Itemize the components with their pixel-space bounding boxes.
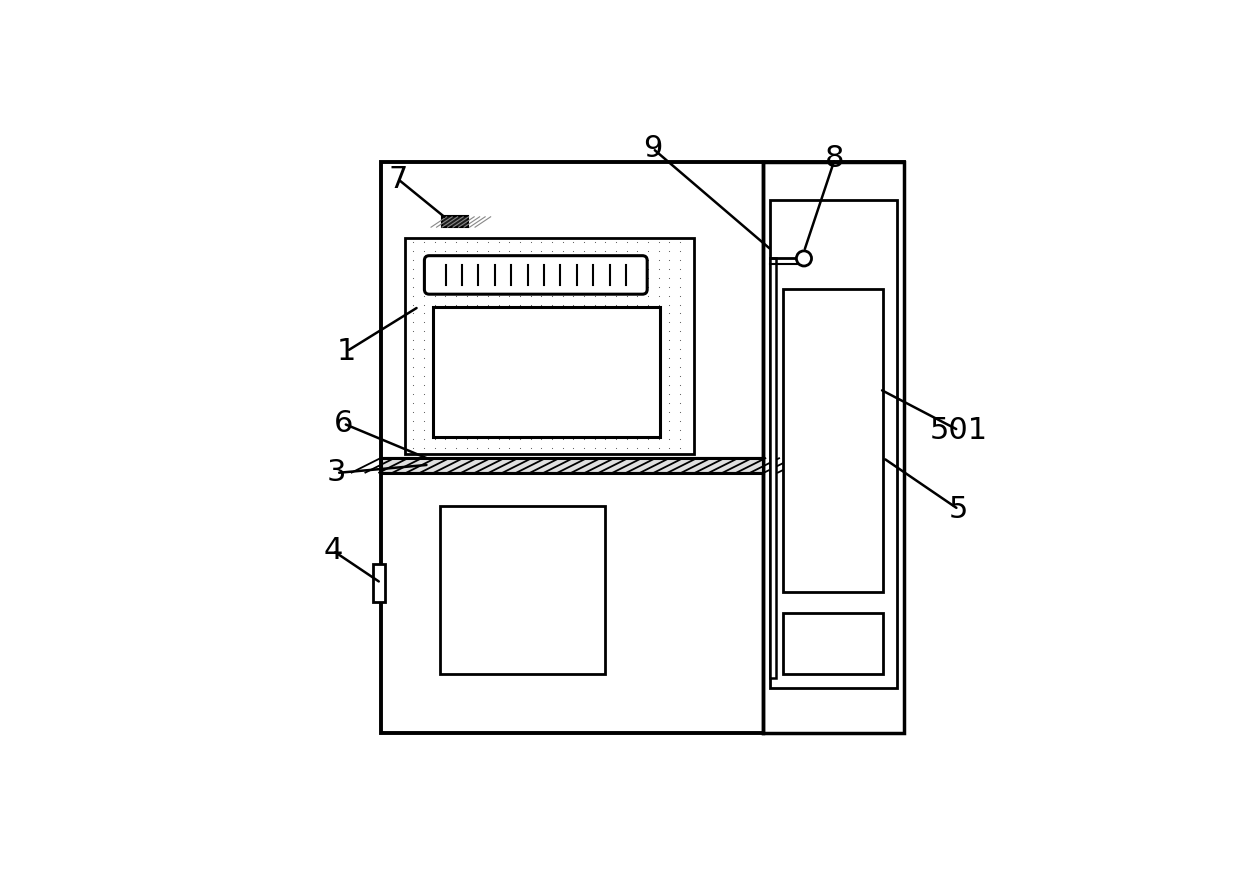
Bar bbox=[441, 216, 467, 228]
Text: 501: 501 bbox=[930, 416, 988, 445]
FancyBboxPatch shape bbox=[424, 255, 647, 294]
Bar bbox=[784, 613, 883, 674]
Circle shape bbox=[796, 251, 811, 266]
Bar bbox=[405, 238, 694, 455]
Text: 4: 4 bbox=[324, 536, 342, 565]
Bar bbox=[381, 163, 904, 733]
Bar bbox=[433, 306, 660, 438]
Text: 8: 8 bbox=[825, 145, 844, 173]
Bar bbox=[763, 163, 904, 733]
Bar bbox=[381, 458, 763, 473]
Bar bbox=[439, 506, 605, 674]
Bar bbox=[770, 200, 897, 689]
Bar bbox=[381, 458, 763, 473]
Bar bbox=[770, 258, 776, 678]
Text: 6: 6 bbox=[334, 409, 353, 438]
Text: 3: 3 bbox=[326, 458, 346, 488]
Bar bbox=[784, 289, 883, 592]
Text: 1: 1 bbox=[337, 337, 356, 366]
Bar bbox=[373, 564, 386, 602]
Text: 5: 5 bbox=[949, 495, 968, 524]
Bar bbox=[381, 458, 763, 473]
Text: 9: 9 bbox=[644, 134, 662, 163]
Text: 7: 7 bbox=[388, 165, 408, 194]
